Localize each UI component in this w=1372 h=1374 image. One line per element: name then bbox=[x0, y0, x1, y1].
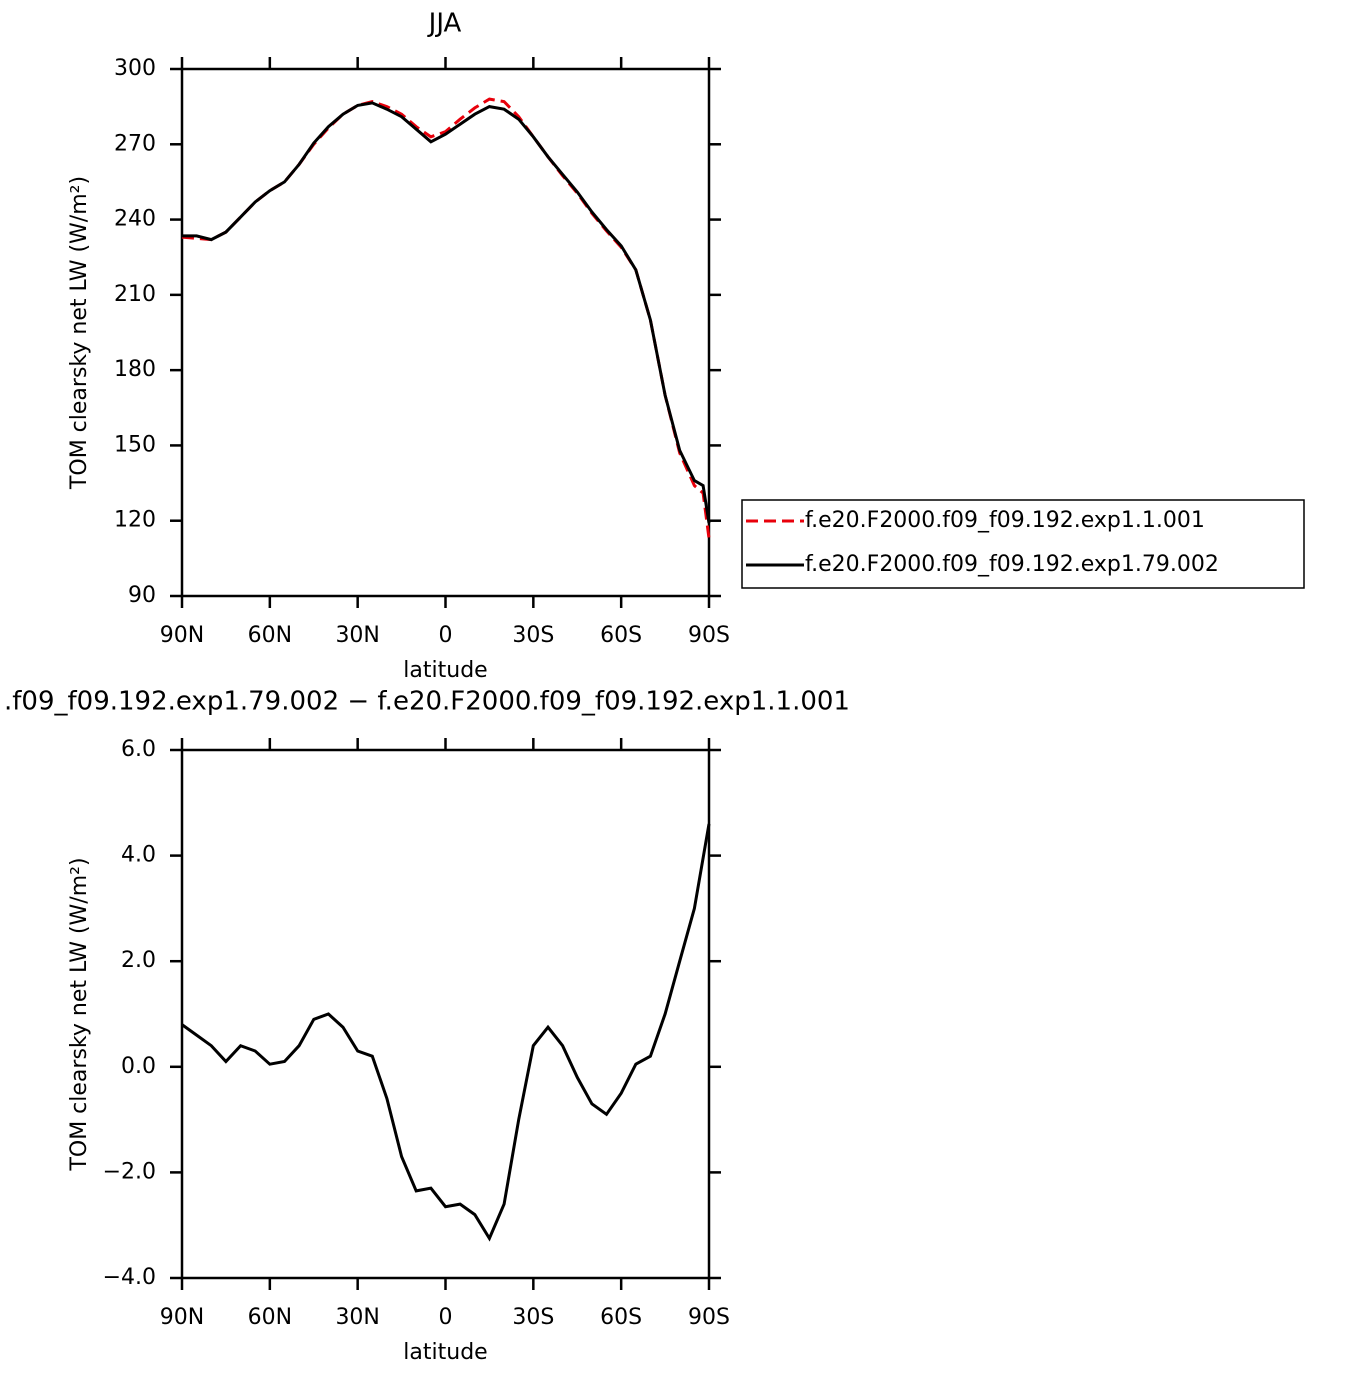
legend-label: f.e20.F2000.f09_f09.192.exp1.1.001 bbox=[805, 508, 1205, 533]
plot-frame bbox=[180, 748, 711, 1280]
plot-frame bbox=[180, 67, 711, 598]
y-tick-label: 300 bbox=[114, 56, 156, 81]
y-axis-label: TOM clearsky net LW (W/m²) bbox=[67, 857, 92, 1171]
x-tick-label: 90S bbox=[688, 623, 730, 648]
chart-title: JJA bbox=[427, 9, 462, 39]
y-tick-label: 240 bbox=[114, 207, 156, 232]
legend-box bbox=[741, 499, 1305, 589]
x-axis-label: latitude bbox=[403, 1340, 487, 1365]
x-tick-label: 90N bbox=[160, 1305, 204, 1330]
y-tick-label: 210 bbox=[114, 282, 156, 307]
legend-label: f.e20.F2000.f09_f09.192.exp1.79.002 bbox=[805, 552, 1219, 577]
y-tick-label: 180 bbox=[114, 357, 156, 382]
chart-title: .f09_f09.192.exp1.79.002 − f.e20.F2000.f… bbox=[4, 687, 850, 717]
x-tick-label: 60S bbox=[600, 1305, 642, 1330]
x-tick-label: 60N bbox=[248, 623, 292, 648]
y-tick-label: 150 bbox=[114, 432, 156, 457]
data-line bbox=[182, 101, 711, 524]
y-tick-label: 120 bbox=[114, 508, 156, 533]
y-tick-label: 4.0 bbox=[121, 843, 156, 868]
y-tick-label: 270 bbox=[114, 131, 156, 156]
y-axis-label: TOM clearsky net LW (W/m²) bbox=[67, 176, 92, 490]
x-tick-label: 90N bbox=[160, 623, 204, 648]
y-tick-label: 6.0 bbox=[121, 737, 156, 762]
data-line bbox=[181, 823, 711, 1242]
x-tick-label: 0 bbox=[439, 1305, 453, 1330]
x-tick-label: 60N bbox=[248, 1305, 292, 1330]
data-line bbox=[181, 97, 711, 539]
x-tick-label: 90S bbox=[688, 1305, 730, 1330]
x-tick-label: 30N bbox=[335, 1305, 379, 1330]
x-tick-label: 60S bbox=[600, 623, 642, 648]
y-tick-label: −4.0 bbox=[103, 1265, 156, 1290]
x-tick-label: 30S bbox=[512, 623, 554, 648]
x-tick-label: 0 bbox=[439, 623, 453, 648]
x-axis-label: latitude bbox=[403, 658, 487, 683]
x-tick-label: 30N bbox=[335, 623, 379, 648]
y-tick-label: 2.0 bbox=[121, 948, 156, 973]
y-tick-label: 0.0 bbox=[121, 1054, 156, 1079]
y-tick-label: −2.0 bbox=[103, 1159, 156, 1184]
y-tick-label: 90 bbox=[128, 583, 156, 608]
x-tick-label: 30S bbox=[512, 1305, 554, 1330]
